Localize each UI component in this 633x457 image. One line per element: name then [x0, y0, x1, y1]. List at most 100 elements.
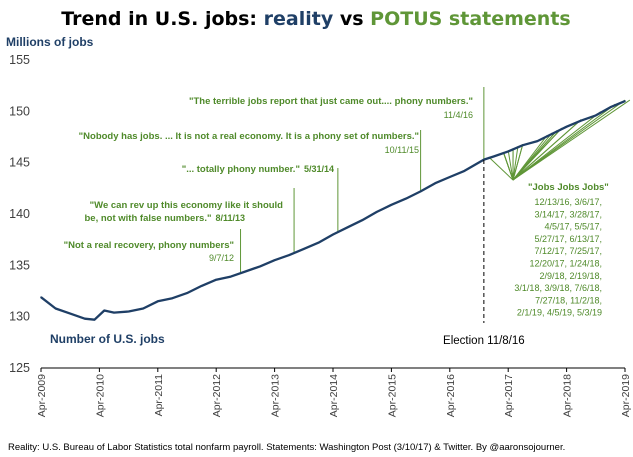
jobs-tweet-dates: 12/20/17, 1/24/18,	[529, 259, 602, 269]
jobs-data-point	[230, 275, 232, 278]
jobs-tweet-dates: 12/13/16, 3/6/17,	[534, 197, 602, 207]
x-tick-label: Apr-2017	[503, 374, 515, 417]
jobs-series-line	[40, 100, 626, 321]
statement-quote: "Nobody has jobs. ... It is not a real e…	[79, 131, 419, 142]
jobs-data-point	[492, 155, 495, 158]
jobs-data-point	[127, 310, 130, 313]
title-part-1: Trend in U.S. jobs:	[61, 8, 263, 30]
jobs-data-point	[405, 197, 407, 200]
jobs-data-point	[113, 311, 115, 314]
y-tick-label: 150	[9, 104, 30, 118]
jobs-tweet-ray	[512, 99, 631, 181]
jobs-jobs-jobs-quote: "Jobs Jobs Jobs"	[528, 182, 609, 193]
jobs-data-point	[463, 170, 466, 172]
jobs-data-point	[434, 182, 437, 184]
jobs-data-point	[483, 158, 485, 161]
jobs-data-point	[171, 297, 174, 299]
jobs-data-point	[273, 259, 276, 262]
jobs-tweet-dates: 7/12/17, 7/25/17,	[534, 246, 602, 256]
jobs-data-point	[303, 248, 305, 250]
x-tick-label: Apr-2018	[562, 374, 574, 417]
x-tick-label: Apr-2009	[36, 374, 48, 417]
jobs-tweet-ray	[512, 144, 524, 181]
x-tick-label: Apr-2014	[328, 374, 340, 417]
jobs-data-point	[103, 309, 106, 312]
statement-date: 10/11/15	[385, 145, 419, 155]
jobs-tweet-dates: 7/27/18, 11/2/18,	[535, 295, 602, 305]
x-tick-label: Apr-2013	[270, 374, 282, 417]
jobs-data-point	[40, 296, 42, 298]
jobs-tweet-dates: 3/14/17, 3/28/17,	[534, 209, 602, 219]
jobs-data-point	[551, 133, 553, 135]
x-tick-label: Apr-2011	[153, 374, 165, 417]
y-tick-label: 145	[9, 156, 30, 170]
y-tick-label: 130	[9, 310, 30, 324]
statement-quote-text: "... totally phony number."	[182, 164, 300, 175]
election-label: Election 11/8/16	[443, 335, 525, 347]
y-tick-label: 125	[9, 361, 30, 375]
jobs-data-point	[595, 114, 597, 117]
jobs-data-point	[54, 307, 57, 310]
y-tick-label: 135	[9, 258, 30, 272]
jobs-tweet-dates: 2/1/19, 4/5/19, 5/3/19	[517, 308, 602, 318]
jobs-data-point	[84, 317, 86, 320]
statement-markers	[240, 87, 485, 274]
jobs-data-point	[93, 318, 96, 321]
jobs-data-point	[390, 203, 393, 206]
x-tick-label: Apr-2012	[211, 374, 223, 417]
jobs-tweet-ray	[502, 151, 514, 181]
jobs-data-point	[142, 307, 144, 310]
jobs-tweet-ray	[512, 146, 519, 181]
statement-quote: "Not a real recovery, phony numbers"	[64, 240, 234, 251]
jobs-data-point	[288, 254, 291, 256]
jobs-data-point	[346, 226, 349, 229]
y-axis-label: Millions of jobs	[6, 35, 94, 49]
x-tick-label: Apr-2010	[94, 374, 106, 417]
jobs-data-point	[507, 150, 510, 153]
jobs-data-point	[609, 106, 612, 109]
statement-date: 5/31/14	[304, 164, 334, 174]
statement-date: 9/7/12	[209, 253, 234, 263]
jobs-data-point	[376, 211, 378, 213]
chart-title: Trend in U.S. jobs: reality vs POTUS sta…	[61, 8, 570, 30]
jobs-tweet-dates: 5/27/17, 6/13/17,	[534, 234, 602, 244]
jobs-data-point	[259, 265, 261, 268]
jobs-data-point	[419, 190, 422, 193]
jobs-data-point	[69, 312, 71, 315]
jobs-data-point	[361, 219, 364, 221]
title-reality: reality	[264, 8, 334, 30]
x-tick-label: Apr-2019	[620, 374, 632, 417]
jobs-tweet-ray	[512, 127, 563, 181]
y-tick-label: 155	[9, 53, 30, 67]
statement-date: 11/4/16	[444, 110, 473, 120]
jobs-data-point	[332, 233, 334, 236]
jobs-tweet-ray	[488, 156, 514, 181]
jobs-tweet-dates: 2/9/18, 2/19/18,	[539, 271, 602, 281]
jobs-tweet-dates: 4/5/17, 5/5/17,	[544, 222, 602, 232]
jobs-data-point	[317, 241, 320, 244]
y-axis: 125 130 135 140 145 150 155	[9, 53, 30, 375]
y-tick-label: 140	[9, 207, 30, 221]
jobs-data-point	[186, 292, 188, 294]
jobs-tweet-ray	[512, 119, 582, 181]
jobs-data-point	[580, 119, 582, 122]
jobs-tweet-rays	[488, 99, 631, 181]
statement-date: 8/11/13	[215, 213, 245, 223]
jobs-data-point	[449, 176, 451, 178]
statement-quote: "The terrible jobs report that just came…	[189, 96, 473, 107]
annotations: "Not a real recovery, phony numbers" 9/7/…	[64, 96, 609, 318]
jobs-data-point	[200, 285, 203, 287]
jobs-data-point	[215, 278, 217, 281]
statement-quote: "We can rev up this economy like it shou…	[90, 200, 284, 211]
jobs-data-point	[624, 100, 626, 102]
statement-quote-line2: be, not with false numbers." 8/11/13	[85, 213, 246, 224]
jobs-tweet-ray	[507, 150, 514, 181]
title-vs: vs	[333, 8, 370, 30]
x-tick-label: Apr-2016	[445, 374, 457, 417]
jobs-data-point	[536, 140, 539, 142]
jobs-data-point	[522, 144, 524, 147]
x-tick-label: Apr-2015	[386, 374, 398, 417]
series-group	[40, 100, 626, 321]
